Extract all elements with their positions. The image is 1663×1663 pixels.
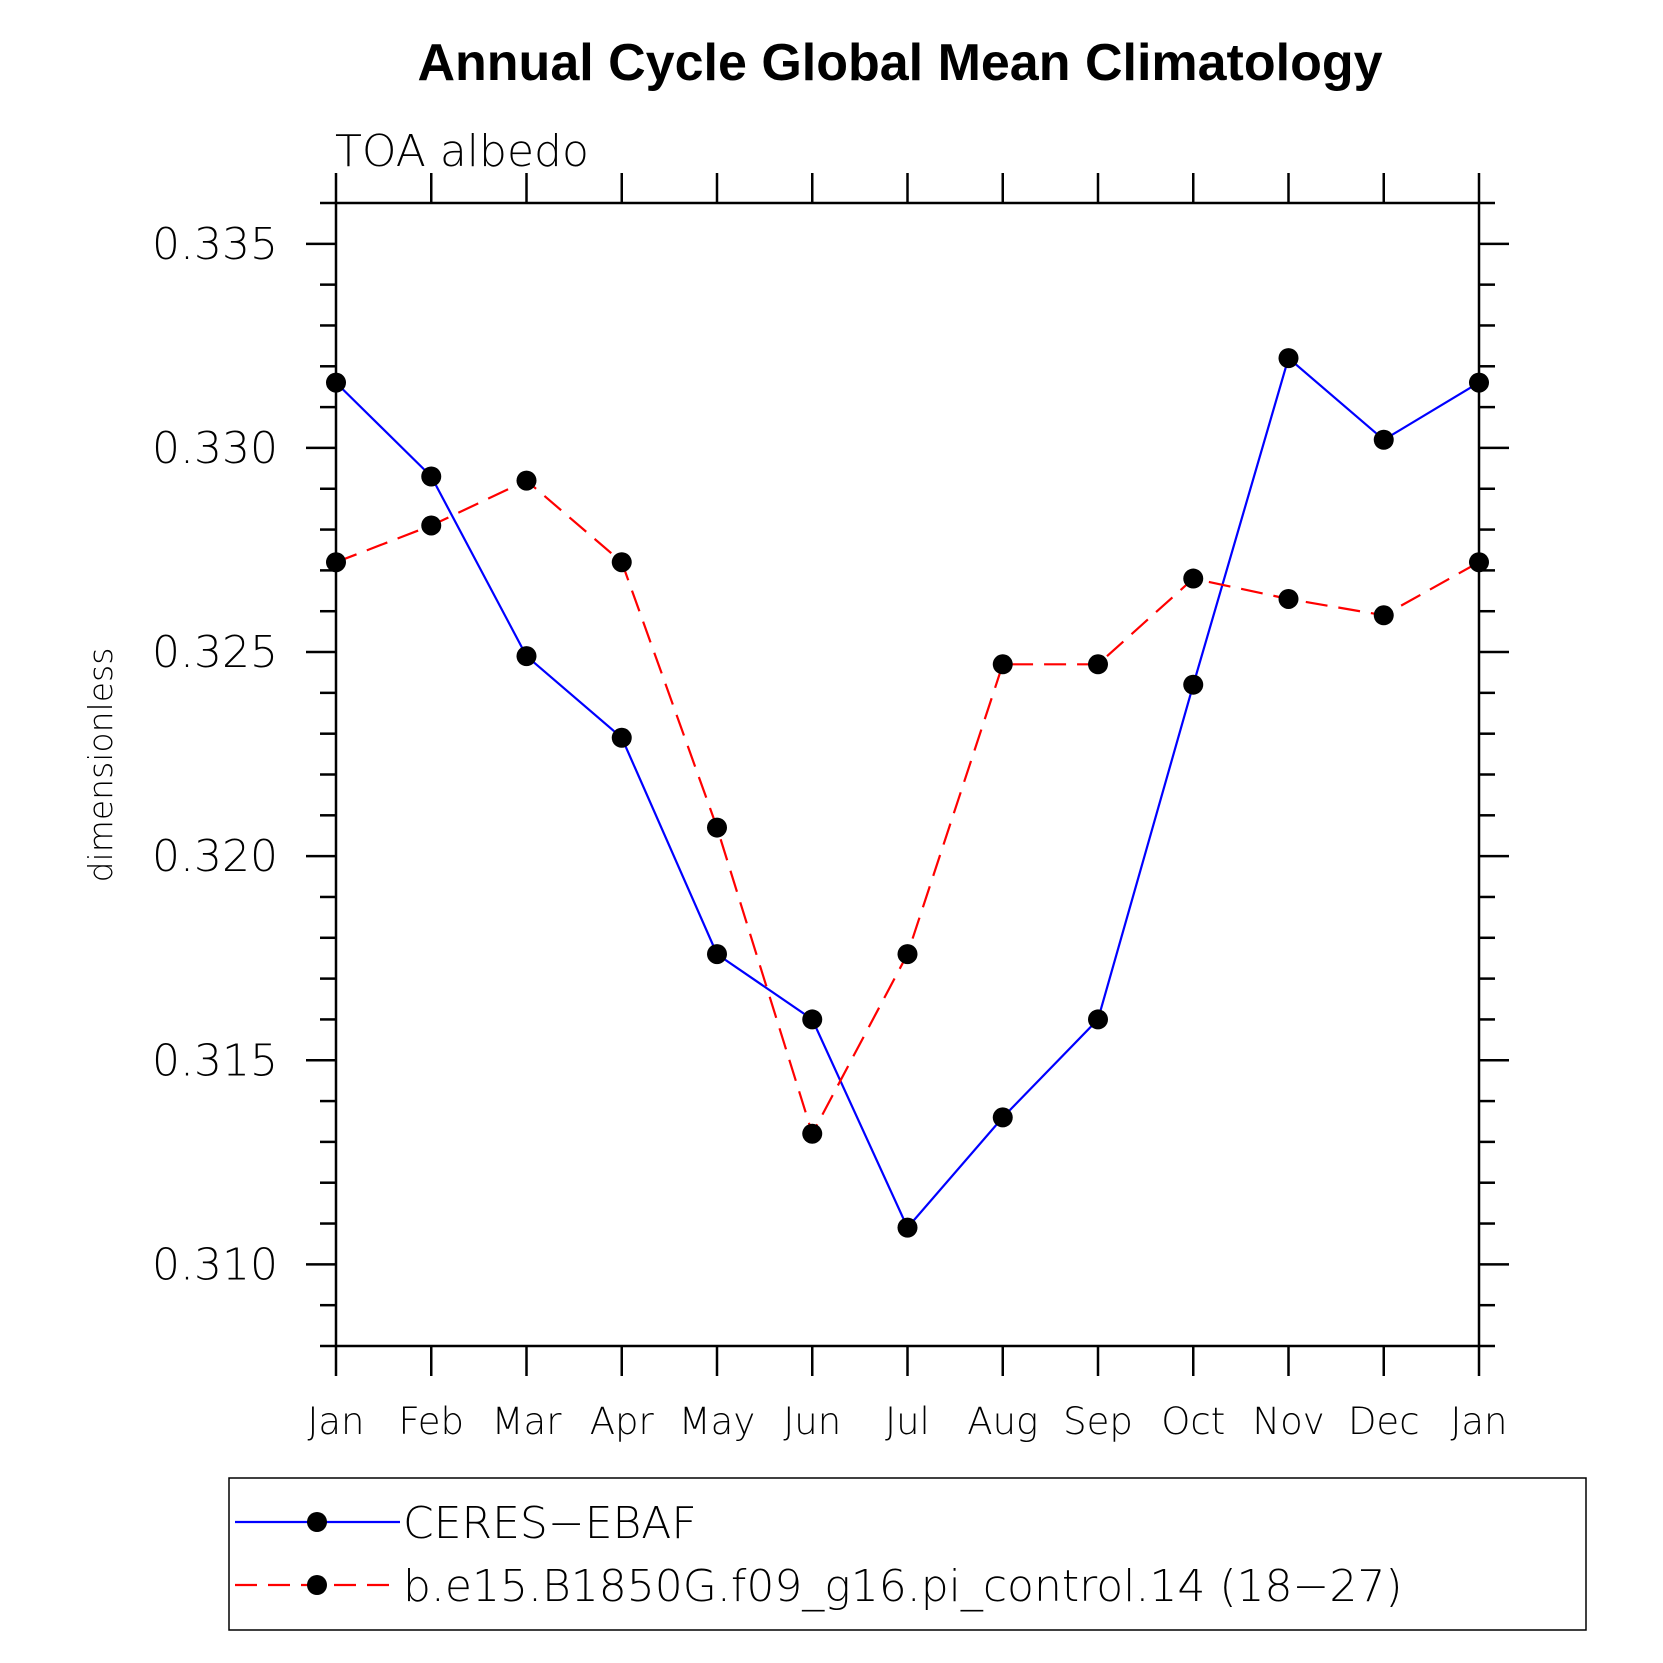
axis-ticks [306,173,1509,1376]
x-tick-label: May [679,1400,756,1443]
data-point [1278,588,1299,609]
x-tick-label: Feb [398,1400,464,1443]
data-point [802,1009,823,1030]
data-point [516,646,537,667]
data-point [516,470,537,491]
data-point [421,466,442,487]
series-line-2 [335,479,1480,1137]
data-point [1088,1009,1108,1030]
data-point [611,727,632,748]
y-tick-label: 0.310 [152,1239,278,1290]
data-point [1088,654,1108,675]
x-tick-label: Jan [307,1400,364,1443]
legend-label-2: b.e15.B1850G.f09_g16.pi_control.14 (18−2… [403,1561,1403,1612]
legend-box [228,1477,1587,1631]
legend: CERES−EBAF b.e15.B1850G.f09_g16.pi_contro… [228,1477,1587,1631]
data-point [611,552,632,573]
y-tick-label: 0.315 [152,1035,278,1086]
x-tick-label: Aug [967,1400,1038,1443]
data-point [1183,568,1204,589]
data-point [326,552,346,573]
data-point [992,654,1013,675]
x-tick-label: Jul [885,1400,930,1443]
x-tick-label: Jan [1450,1400,1507,1443]
data-point [897,1217,918,1238]
data-point [897,944,918,965]
chart-subtitle: TOA albedo [335,126,589,177]
data-point [326,372,346,393]
series-markers [326,348,1489,1238]
legend-marker [307,1575,327,1595]
x-tick-label: Apr [590,1400,655,1443]
data-point [1183,674,1204,695]
x-tick-label: Nov [1252,1400,1324,1443]
y-tick-label: 0.335 [152,219,278,270]
data-point [1373,605,1394,626]
data-point [802,1123,823,1144]
data-point [1278,348,1299,369]
data-point [707,944,727,965]
data-point [1373,429,1394,450]
y-axis-label: dimensionless [81,648,120,883]
data-point [992,1107,1013,1128]
x-tick-labels: Jan Feb Mar Apr May Jun Jul Aug Sep Oct Nov Dec Jan [307,1400,1507,1443]
data-point [1469,552,1489,573]
x-tick-label: Oct [1161,1400,1225,1443]
y-tick-label: 0.325 [152,627,278,678]
y-tick-label: 0.330 [152,423,278,474]
data-point [707,817,727,838]
series-lines [335,356,1480,1230]
y-tick-labels: 0.310 0.315 0.320 0.325 0.330 0.335 [152,219,278,1291]
chart-title: Annual Cycle Global Mean Climatology [417,34,1382,92]
y-tick-label: 0.320 [152,831,278,882]
data-point [1469,372,1489,393]
data-point [421,515,442,536]
x-tick-label: Sep [1063,1400,1133,1443]
x-tick-label: Dec [1348,1400,1420,1443]
legend-marker [307,1512,327,1532]
legend-label-1: CERES−EBAF [403,1498,697,1549]
x-tick-label: Mar [492,1400,563,1443]
x-tick-label: Jun [783,1400,841,1443]
